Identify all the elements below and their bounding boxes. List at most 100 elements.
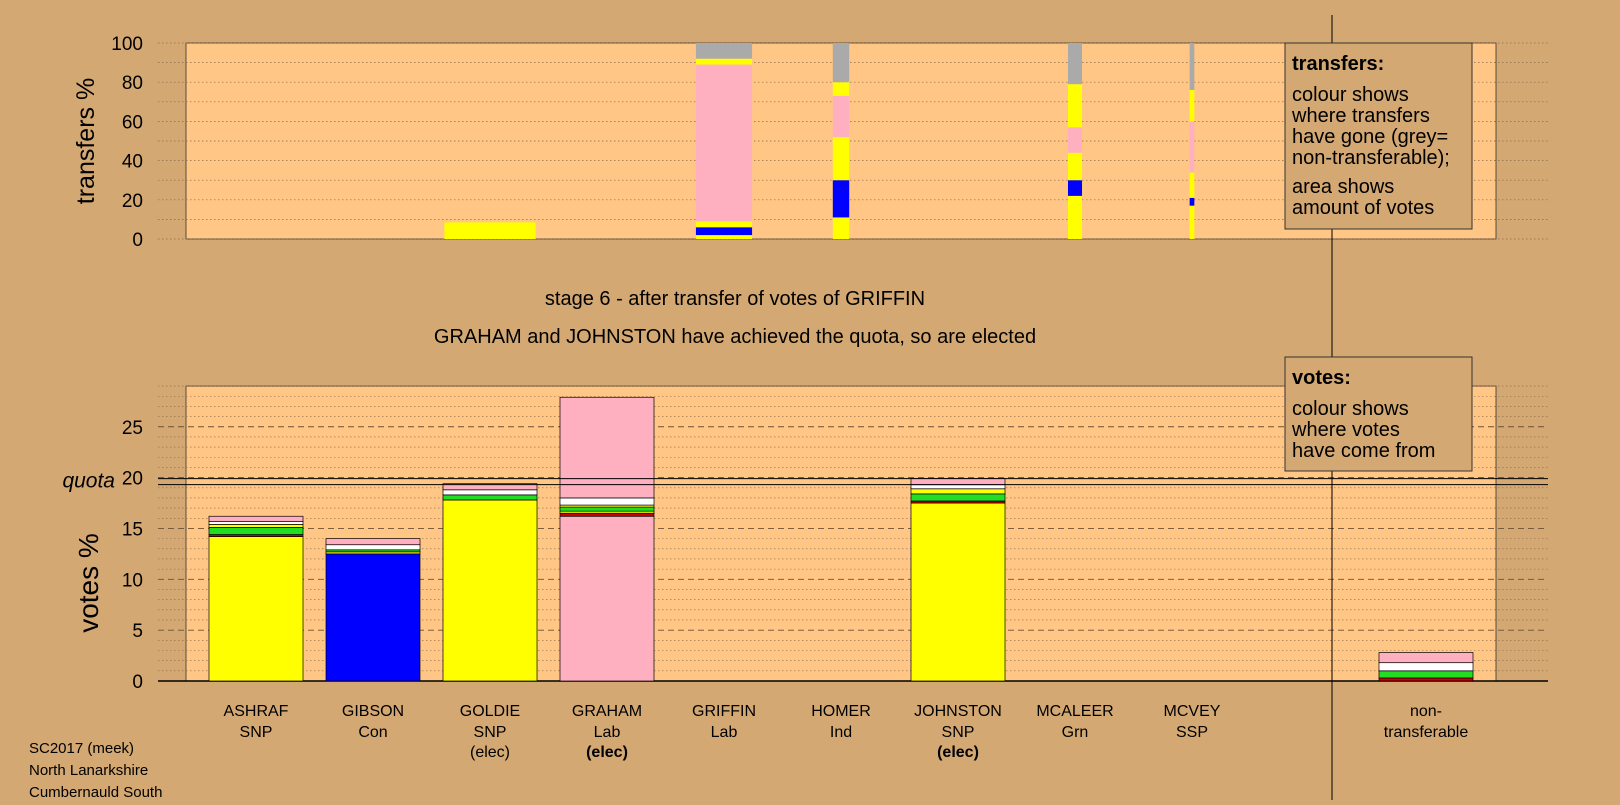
- candidate-party: Lab: [711, 724, 738, 741]
- transfer-segment: [1067, 84, 1083, 128]
- candidate-status: (elec): [586, 744, 628, 761]
- vote-segment: [1378, 670, 1474, 679]
- transfer-segment: [832, 82, 850, 96]
- votes-legend: [1284, 356, 1473, 472]
- transfers-legend-text: where transfers: [1291, 105, 1430, 127]
- stage-title: stage 6 - after transfer of votes of GRI…: [545, 288, 925, 310]
- candidate-party: SSP: [1176, 724, 1208, 741]
- transfer-segment: [1067, 127, 1083, 153]
- vote-segment: [910, 493, 1006, 502]
- vote-segment: [559, 497, 655, 506]
- transfer-segment: [1189, 43, 1195, 91]
- transfers-tick-label: 100: [111, 34, 143, 55]
- vote-segment: [559, 515, 655, 682]
- footer-line: SC2017 (meek): [29, 740, 134, 757]
- vote-bar-johnston: [910, 478, 1006, 682]
- candidate-status: (elec): [470, 744, 510, 761]
- votes-legend-text: colour shows: [1292, 398, 1409, 420]
- candidate-name: MCALEER: [1036, 703, 1113, 720]
- vote-segment: [559, 396, 655, 499]
- vote-segment: [1378, 652, 1474, 664]
- vote-segment: [442, 499, 538, 682]
- vote-segment: [208, 536, 304, 682]
- candidate-name: GIBSON: [342, 703, 404, 720]
- transfer-segment: [695, 64, 753, 222]
- vote-bar-goldie: [442, 483, 538, 682]
- vote-segment: [910, 502, 1006, 682]
- vote-segment: [325, 538, 421, 546]
- vote-segment: [442, 494, 538, 501]
- vote-bar-nontransferable: [1378, 652, 1474, 682]
- transfers-tick-label: 40: [122, 152, 143, 173]
- transfer-segment: [1067, 152, 1083, 181]
- transfer-segment: [1067, 180, 1083, 196]
- transfer-segment: [1189, 121, 1195, 173]
- vote-bar-graham: [559, 396, 655, 682]
- transfer-segment: [832, 95, 850, 138]
- footer-line: North Lanarkshire: [29, 762, 148, 779]
- transfer-segment: [1189, 172, 1195, 198]
- transfer-segment: [1067, 43, 1083, 85]
- candidate-party: Con: [358, 724, 387, 741]
- transfer-segment: [832, 43, 850, 83]
- transfers-legend-title: transfers:: [1292, 53, 1384, 75]
- votes-tick-label: 5: [132, 621, 143, 642]
- vote-segment: [208, 520, 304, 525]
- transfer-segment: [1189, 197, 1195, 206]
- transfer-segment: [695, 227, 753, 236]
- transfers-legend-box: [1284, 42, 1473, 230]
- quota-label: quota: [62, 470, 115, 493]
- nontransferable-label: transferable: [1384, 724, 1469, 741]
- transfer-segment: [1189, 90, 1195, 122]
- transfer-bar-1: [695, 43, 753, 239]
- transfers-tick-label: 0: [132, 230, 143, 251]
- transfers-legend-text: have gone (grey=: [1292, 126, 1448, 148]
- vote-segment: [1378, 677, 1474, 682]
- transfer-segment: [695, 43, 753, 59]
- vote-segment: [910, 478, 1006, 486]
- vote-segment: [910, 488, 1006, 495]
- votes-tick-label: 25: [122, 418, 143, 439]
- vote-segment: [208, 515, 304, 522]
- vote-bar-ashraf: [208, 515, 304, 682]
- transfer-segment: [832, 217, 850, 239]
- vote-segment: [559, 506, 655, 512]
- transfers-tick-label: 20: [122, 191, 143, 212]
- candidate-name: GRIFFIN: [692, 703, 756, 720]
- candidate-party: SNP: [474, 724, 507, 741]
- vote-segment: [442, 483, 538, 491]
- candidate-party: SNP: [240, 724, 273, 741]
- transfer-segment: [832, 137, 850, 181]
- candidate-party: Ind: [830, 724, 852, 741]
- vote-segment: [208, 524, 304, 528]
- vote-segment: [325, 553, 421, 682]
- candidate-party: Grn: [1062, 724, 1089, 741]
- candidate-status: (elec): [937, 744, 979, 761]
- candidate-name: MCVEY: [1164, 703, 1221, 720]
- vote-segment: [559, 512, 655, 517]
- transfers-y-axis-label: transfers %: [72, 78, 100, 204]
- transfers-legend-text: area shows: [1292, 176, 1394, 198]
- transfer-segment: [1067, 195, 1083, 239]
- candidate-name: GOLDIE: [460, 703, 520, 720]
- transfers-legend: [1284, 42, 1473, 230]
- transfers-tick-label: 80: [122, 73, 143, 94]
- transfer-segment: [695, 221, 753, 228]
- transfer-bar-2: [832, 43, 850, 239]
- vote-bar-gibson: [325, 538, 421, 682]
- nontransferable-label: non-: [1410, 703, 1442, 720]
- vote-segment: [442, 489, 538, 496]
- votes-tick-label: 10: [122, 570, 143, 591]
- transfers-legend-text: non-transferable);: [1292, 147, 1450, 169]
- votes-y-axis-label: votes %: [73, 533, 104, 633]
- candidate-party: SNP: [942, 724, 975, 741]
- vote-segment: [910, 484, 1006, 490]
- transfer-segment: [1189, 205, 1195, 239]
- elected-caption: GRAHAM and JOHNSTON have achieved the qu…: [434, 326, 1036, 348]
- candidate-party: Lab: [594, 724, 621, 741]
- transfer-segment: [695, 58, 753, 65]
- votes-tick-label: 20: [122, 469, 143, 490]
- votes-legend-title: votes:: [1292, 367, 1351, 389]
